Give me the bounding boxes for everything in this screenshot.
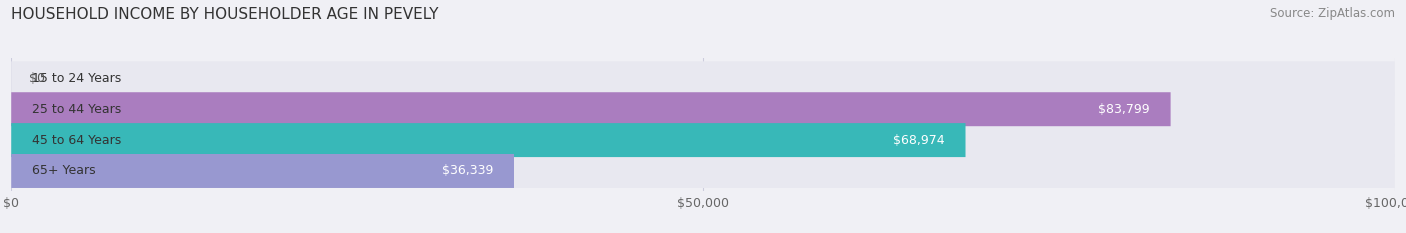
FancyBboxPatch shape xyxy=(11,123,966,157)
FancyBboxPatch shape xyxy=(11,154,515,188)
Text: Source: ZipAtlas.com: Source: ZipAtlas.com xyxy=(1270,7,1395,20)
FancyBboxPatch shape xyxy=(11,61,1395,95)
Text: $68,974: $68,974 xyxy=(893,134,945,147)
Text: HOUSEHOLD INCOME BY HOUSEHOLDER AGE IN PEVELY: HOUSEHOLD INCOME BY HOUSEHOLDER AGE IN P… xyxy=(11,7,439,22)
Text: $83,799: $83,799 xyxy=(1098,103,1150,116)
Text: 25 to 44 Years: 25 to 44 Years xyxy=(32,103,121,116)
FancyBboxPatch shape xyxy=(11,92,1171,126)
FancyBboxPatch shape xyxy=(11,123,1395,157)
Text: 45 to 64 Years: 45 to 64 Years xyxy=(32,134,121,147)
Text: 15 to 24 Years: 15 to 24 Years xyxy=(32,72,121,85)
FancyBboxPatch shape xyxy=(11,154,1395,188)
Text: $0: $0 xyxy=(30,72,45,85)
Text: $36,339: $36,339 xyxy=(441,164,494,178)
Text: 65+ Years: 65+ Years xyxy=(32,164,96,178)
FancyBboxPatch shape xyxy=(11,92,1395,126)
